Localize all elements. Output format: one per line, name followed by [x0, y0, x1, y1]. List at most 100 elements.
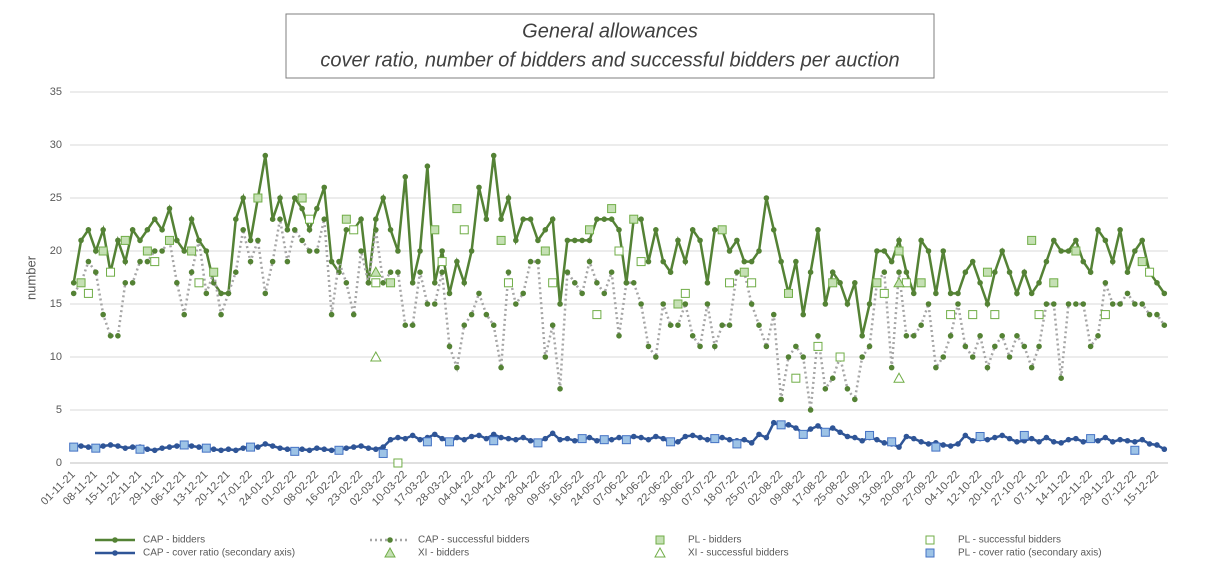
data-point — [417, 269, 423, 276]
data-point — [925, 441, 932, 447]
data-point — [1132, 248, 1138, 254]
data-point — [437, 257, 447, 267]
data-point — [107, 333, 114, 339]
data-point — [1073, 435, 1079, 442]
data-point — [638, 301, 644, 307]
data-point — [159, 227, 165, 233]
data-point — [732, 439, 742, 449]
data-point — [1034, 310, 1044, 320]
data-point — [129, 280, 136, 286]
data-point — [734, 269, 740, 276]
data-point — [240, 227, 246, 233]
data-point — [386, 278, 396, 288]
data-point — [1028, 290, 1035, 297]
data-point — [1117, 301, 1123, 307]
data-point — [815, 227, 821, 233]
data-point — [844, 301, 851, 307]
data-point — [498, 364, 504, 371]
data-point — [866, 343, 873, 350]
data-point — [844, 386, 851, 392]
data-point — [1100, 310, 1110, 320]
legend-marker — [655, 535, 665, 545]
data-point — [430, 225, 440, 235]
data-point — [717, 225, 727, 235]
data-point — [1124, 269, 1131, 276]
data-point — [461, 280, 468, 286]
data-point — [623, 280, 630, 286]
data-point — [194, 278, 204, 288]
data-point — [159, 248, 165, 254]
data-point — [793, 258, 799, 265]
data-point — [233, 216, 239, 222]
data-point — [100, 311, 106, 318]
data-point — [334, 445, 344, 455]
data-point — [297, 193, 307, 203]
data-point — [417, 248, 423, 254]
data-point — [483, 311, 490, 318]
data-point — [785, 422, 792, 428]
data-point — [1050, 439, 1057, 445]
data-point — [689, 333, 696, 339]
data-point — [159, 445, 165, 451]
data-point — [188, 269, 195, 276]
data-point — [614, 246, 624, 256]
data-point — [395, 248, 401, 254]
data-point — [829, 375, 836, 382]
data-point — [667, 322, 674, 329]
data-point — [881, 248, 888, 254]
data-point — [1124, 290, 1131, 297]
data-point — [697, 434, 703, 441]
data-point — [98, 246, 108, 256]
data-point — [490, 152, 497, 159]
data-point — [770, 311, 777, 318]
data-point — [483, 216, 490, 222]
data-point — [901, 278, 911, 288]
data-point — [1161, 322, 1168, 329]
data-point — [417, 436, 423, 443]
data-point — [829, 425, 836, 431]
data-point — [358, 248, 364, 254]
data-point — [100, 443, 106, 449]
data-point — [726, 322, 733, 329]
data-point — [70, 280, 77, 286]
data-point — [314, 248, 320, 254]
data-point — [549, 216, 556, 222]
data-point — [1014, 290, 1020, 297]
data-point — [1058, 375, 1064, 382]
data-point — [992, 343, 998, 350]
data-point — [476, 432, 482, 439]
data-point — [233, 447, 239, 454]
data-point — [1146, 441, 1153, 447]
data-point — [188, 443, 195, 449]
data-point — [365, 445, 372, 451]
data-point — [100, 227, 106, 233]
data-point — [520, 434, 527, 441]
data-point — [454, 258, 460, 265]
data-point — [1124, 437, 1131, 444]
data-point — [255, 444, 261, 450]
data-point — [1139, 237, 1146, 244]
data-point — [962, 269, 969, 276]
y-tick-label: 0 — [56, 457, 62, 469]
data-point — [636, 257, 646, 267]
data-point — [859, 354, 865, 360]
data-point — [1050, 237, 1057, 244]
data-point — [196, 237, 202, 244]
data-point — [673, 299, 683, 309]
data-point — [1109, 439, 1116, 445]
data-point — [144, 258, 151, 265]
data-point — [350, 311, 357, 318]
data-point — [940, 442, 947, 448]
data-point — [630, 280, 637, 286]
data-point — [1021, 269, 1028, 276]
data-point — [763, 434, 770, 441]
data-point — [977, 333, 983, 339]
data-point — [505, 269, 512, 276]
data-point — [513, 301, 519, 307]
data-point — [92, 269, 99, 276]
data-point — [1043, 434, 1050, 441]
data-point — [402, 174, 409, 180]
data-point — [542, 227, 549, 233]
legend-label: PL - cover ratio (secondary axis) — [958, 548, 1102, 559]
data-point — [852, 434, 858, 441]
